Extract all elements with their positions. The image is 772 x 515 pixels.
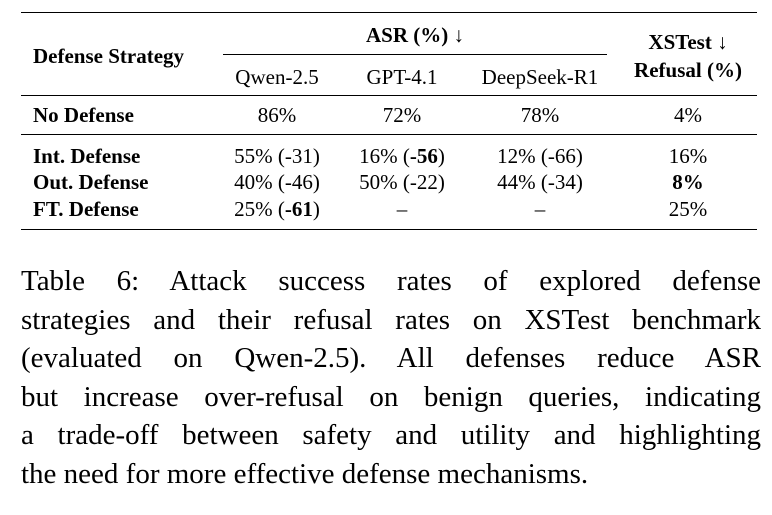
- cell-refusal: 4%: [674, 102, 702, 127]
- row-label: No Defense: [33, 102, 134, 127]
- caption-line: but increase over-refusal on benign quer…: [21, 380, 761, 413]
- defense-results-table: Defense Strategy ASR (%) ↓ XSTest ↓ Refu…: [21, 12, 757, 230]
- table-row-no-defense: No Defense 86% 72% 78% 4%: [21, 95, 757, 135]
- cell-deepseek: –: [534, 197, 546, 221]
- header-asr-group: ASR (%) ↓: [211, 13, 619, 60]
- cell-qwen: 55% (-31): [234, 143, 320, 168]
- header-xstest: XSTest ↓ Refusal (%): [619, 13, 757, 96]
- cell-qwen: 86%: [257, 102, 297, 127]
- row-label: Out. Defense: [33, 170, 149, 194]
- table-caption: Table 6: Attack success rates of explore…: [21, 262, 761, 493]
- header-model-deepseek: DeepSeek-R1: [481, 64, 599, 89]
- cell-refusal: 16%: [668, 143, 708, 168]
- cell-qwen-post: ): [312, 197, 320, 221]
- cell-gpt: –: [396, 197, 408, 221]
- caption-line: a trade-off between safety and utility a…: [21, 419, 761, 451]
- header-row-1: Defense Strategy ASR (%) ↓ XSTest ↓ Refu…: [21, 12, 757, 82]
- asr-group-rule: [223, 54, 607, 55]
- cell-deepseek: 44% (-34): [497, 170, 583, 194]
- caption-line: (evaluated on Qwen-2.5). All defenses re…: [21, 342, 761, 374]
- cell-qwen-pre: 25% (: [234, 197, 285, 221]
- row-label: Int. Defense: [33, 143, 141, 168]
- cell-gpt-best: -56: [409, 143, 438, 168]
- cell-refusal: 25%: [668, 197, 708, 221]
- cell-qwen-best: -61: [284, 197, 313, 221]
- table-row-ft-defense: FT. Defense 25% (-61) – – 25%: [21, 196, 757, 230]
- cell-refusal-best: 8%: [672, 170, 704, 194]
- cell-gpt-pre: 16% (: [359, 143, 410, 168]
- table-row-int-defense: Int. Defense 55% (-31) 16% (-56) 12% (-6…: [21, 134, 757, 170]
- table-row-out-defense: Out. Defense 40% (-46) 50% (-22) 44% (-3…: [21, 169, 757, 196]
- cell-deepseek: 12% (-66): [497, 143, 583, 168]
- cell-gpt-post: ): [437, 143, 445, 168]
- caption-line: Table 6: Attack success rates of explore…: [21, 265, 761, 297]
- cell-qwen: 25% (-61): [211, 196, 343, 230]
- header-asr-label: ASR (%) ↓: [366, 23, 464, 47]
- caption-line: strategies and their refusal rates on XS…: [21, 303, 761, 336]
- results-table-container: Defense Strategy ASR (%) ↓ XSTest ↓ Refu…: [21, 12, 757, 230]
- header-xstest-line2: Refusal (%): [634, 58, 742, 82]
- header-row-2: Qwen-2.5 GPT-4.1 DeepSeek-R1: [21, 59, 757, 96]
- caption-line: the need for more effective defense mech…: [21, 457, 589, 490]
- cell-gpt: 16% (-56): [343, 135, 461, 170]
- cell-qwen: 40% (-46): [234, 170, 320, 194]
- header-defense-strategy: Defense Strategy: [33, 43, 185, 68]
- row-label: FT. Defense: [33, 197, 139, 221]
- header-model-gpt: GPT-4.1: [366, 64, 438, 89]
- header-model-qwen: Qwen-2.5: [235, 64, 319, 89]
- cell-deepseek: 78%: [520, 102, 560, 127]
- header-xstest-line1: XSTest ↓: [648, 30, 728, 54]
- cell-gpt: 50% (-22): [359, 170, 445, 194]
- cell-gpt: 72%: [382, 102, 422, 127]
